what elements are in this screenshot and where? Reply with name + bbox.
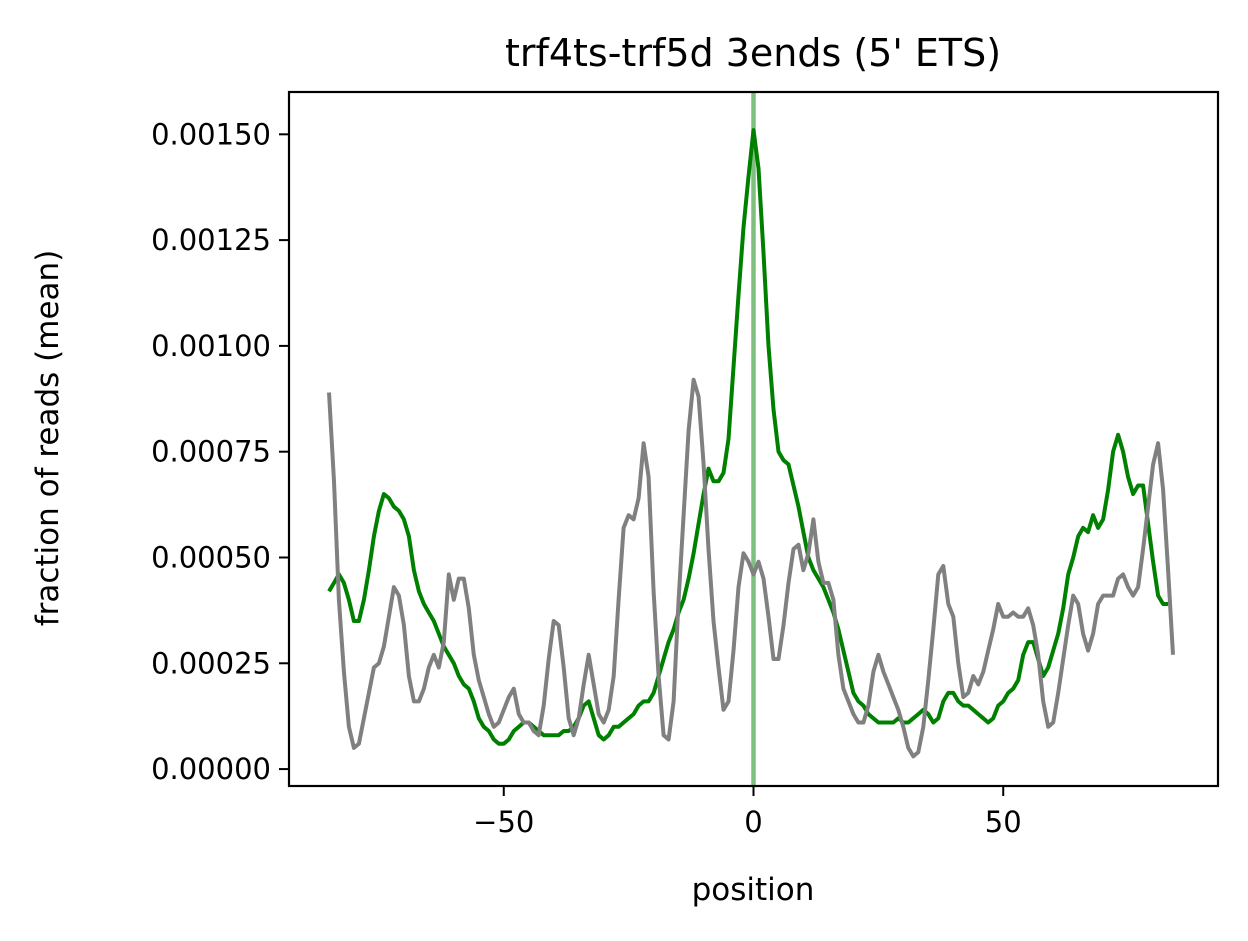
y-axis: 0.00000 0.00025 0.00050 0.00075 0.00100 0.001…: [151, 117, 289, 786]
series-line-1: [327, 128, 1169, 746]
x-tick-label: −50: [473, 805, 534, 839]
x-tick-label: 0: [744, 805, 762, 839]
y-tick-label: 0.00000: [151, 752, 271, 786]
y-tick-label: 0.00150: [151, 117, 271, 151]
y-axis-label: fraction of reads (mean): [30, 250, 66, 627]
x-axis: −50 0 50: [473, 786, 1022, 839]
y-tick-label: 0.00075: [151, 435, 271, 469]
plot-frame: [287, 90, 1220, 788]
y-tick-label: 0.00100: [151, 329, 271, 363]
chart-title: trf4ts-trf5d 3ends (5' ETS): [505, 31, 1001, 75]
series-line-2: [327, 377, 1175, 759]
x-axis-label: position: [692, 872, 815, 908]
x-tick-label: 50: [985, 805, 1022, 839]
y-tick-label: 0.00025: [151, 646, 271, 680]
y-tick-label: 0.00050: [151, 540, 271, 574]
y-tick-label: 0.00125: [151, 223, 271, 257]
plot-layer: [327, 92, 1175, 786]
